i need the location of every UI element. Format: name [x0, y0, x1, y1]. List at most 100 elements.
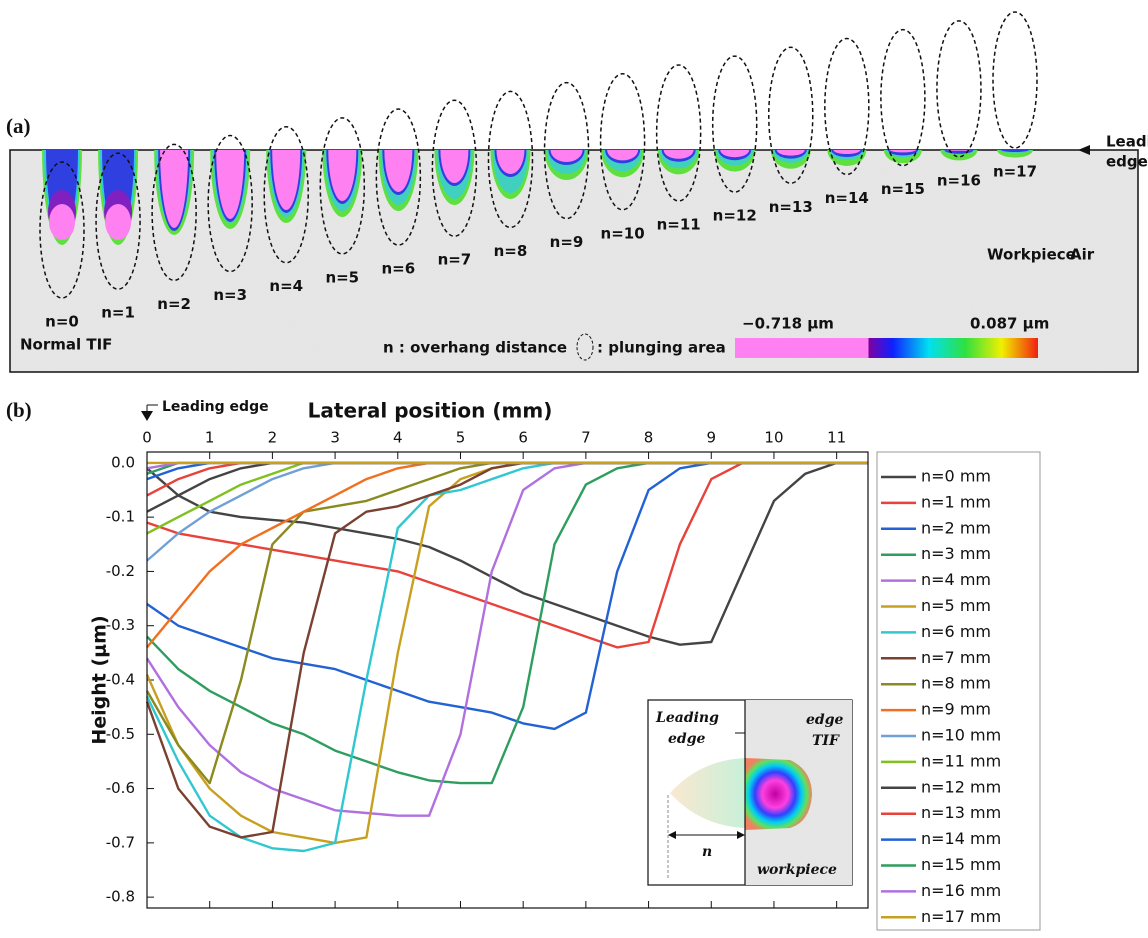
leading-edge: Leading — [1106, 133, 1148, 151]
spot-pink — [384, 108, 412, 192]
legend-label: n=2 mm — [921, 518, 991, 537]
spot-label: n=3 — [213, 286, 247, 304]
spot — [658, 126, 700, 175]
plunging-area — [993, 12, 1037, 148]
x-axis-title: Lateral position (mm) — [308, 399, 553, 423]
legend-label: n=16 mm — [921, 881, 1001, 900]
x-tick-label: 11 — [827, 429, 846, 447]
spot — [997, 142, 1033, 157]
spot-pink — [272, 90, 300, 210]
series-line — [147, 463, 868, 729]
plunging-area — [937, 21, 981, 157]
y-tick-label: -0.8 — [106, 888, 135, 906]
spot-label: n=16 — [937, 171, 981, 189]
spot-pink — [664, 141, 694, 159]
legend-label: n=3 mm — [921, 544, 991, 563]
spot-pink — [890, 148, 916, 153]
x-tick-label: 9 — [706, 429, 716, 447]
panel-label: (b) — [6, 398, 32, 422]
spot-label: n=4 — [269, 277, 303, 295]
spot-blue — [1001, 148, 1029, 152]
spot — [601, 123, 644, 177]
x-tick-label: 10 — [764, 429, 783, 447]
x-tick-label: 5 — [456, 429, 466, 447]
spot-label: n=1 — [101, 304, 135, 322]
inset-label: Leading — [655, 710, 719, 726]
x-tick-label: 1 — [205, 429, 215, 447]
inset: Leading edge edge TIF workpiece n — [648, 700, 852, 885]
legend-label: n=11 mm — [921, 751, 1001, 770]
legend-plunge: : plunging area — [597, 339, 726, 357]
spot-pink — [720, 143, 749, 157]
y-tick-label: -0.3 — [106, 616, 135, 634]
spot-pink — [105, 204, 131, 240]
legend-label: n=15 mm — [921, 855, 1001, 874]
spot — [266, 77, 306, 223]
panel-b: (b) Lateral position (mm) Height (μm) Le… — [6, 398, 1040, 930]
x-tick-label: 4 — [393, 429, 403, 447]
y-tick-label: -0.2 — [106, 562, 135, 580]
legend-label: n=5 mm — [921, 596, 991, 615]
inset-label: edge — [668, 731, 705, 747]
inset-label: workpiece — [757, 862, 837, 878]
y-tick-label: 0.0 — [111, 453, 135, 471]
legend-label: n=7 mm — [921, 648, 991, 667]
spot-pink — [328, 99, 356, 201]
y-tick-label: -0.7 — [106, 833, 135, 851]
inset-label: n — [702, 844, 712, 860]
spot — [42, 55, 82, 245]
spot-label: n=0 — [45, 313, 79, 331]
legend-label: n=10 mm — [921, 726, 1001, 745]
legend-label: n=12 mm — [921, 777, 1001, 796]
spot-pink — [160, 72, 188, 228]
x-tick-label: 6 — [518, 429, 528, 447]
spot-pink — [551, 138, 583, 162]
spot-label: n=2 — [157, 295, 191, 313]
spot-pink — [777, 144, 805, 155]
spot-label: n=13 — [769, 198, 813, 216]
inset-label: TIF — [812, 733, 840, 749]
panel-label: (a) — [6, 114, 31, 138]
plunging-area — [881, 30, 925, 166]
spot — [98, 55, 138, 245]
air: Air — [1070, 246, 1095, 264]
normal-tif: Normal TIF — [20, 336, 112, 354]
spot-label: n=11 — [657, 215, 701, 233]
spot-pink — [833, 146, 860, 154]
legend-label: n=14 mm — [921, 829, 1001, 848]
spot — [714, 128, 755, 171]
y-tick-label: -0.5 — [106, 725, 135, 743]
colorbar-min: −0.718 μm — [742, 315, 834, 333]
x-tick-label: 2 — [268, 429, 278, 447]
spot — [154, 65, 194, 235]
spot-pink — [440, 117, 468, 183]
legend-label: n=4 mm — [921, 570, 991, 589]
spot-label: n=12 — [713, 207, 757, 225]
legend-label: n=0 mm — [921, 467, 991, 486]
x-tick-label: 0 — [142, 429, 152, 447]
annotation: Leading edge — [162, 399, 269, 415]
leading-edge: edge — [1106, 153, 1148, 171]
spot-label: n=10 — [601, 224, 645, 242]
x-tick-label: 8 — [644, 429, 654, 447]
spot-pink — [49, 204, 75, 240]
spot-label: n=9 — [550, 233, 584, 251]
spot — [771, 131, 811, 169]
spot — [378, 89, 418, 211]
spot-pink — [496, 126, 524, 174]
spot — [434, 95, 474, 205]
arrow — [141, 411, 153, 421]
figure: (a) n=0n=1n=2n=3n=4n=5n=6n=7n=8n=9n=10n=… — [0, 0, 1148, 938]
legend-label: n=17 mm — [921, 907, 1001, 926]
spot-label: n=7 — [438, 251, 472, 269]
x-tick-label: 3 — [330, 429, 340, 447]
legend-label: n=6 mm — [921, 622, 991, 641]
spot — [940, 140, 977, 161]
legend-label: n=1 mm — [921, 492, 991, 511]
spot-label: n=17 — [993, 163, 1037, 181]
colorbar — [735, 338, 1038, 358]
spot — [884, 137, 922, 163]
spot — [545, 120, 589, 180]
legend-label: n=9 mm — [921, 700, 991, 719]
x-tick-label: 7 — [581, 429, 591, 447]
